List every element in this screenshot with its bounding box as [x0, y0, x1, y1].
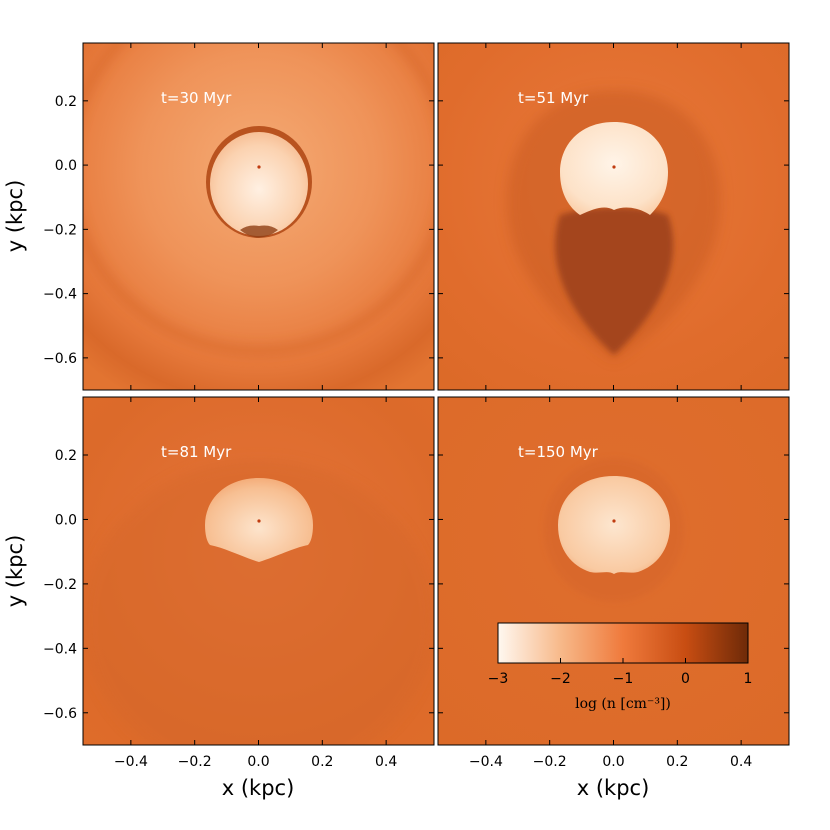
y-tick-label-0-1: 0.0 — [55, 158, 77, 174]
colorbar-tick-label-0: −3 — [488, 671, 509, 687]
y-tick-label-2-3: −0.4 — [43, 641, 77, 657]
x-tick-label-3-0: −0.4 — [469, 754, 503, 770]
panel-t150-label: t=150 Myr — [518, 443, 599, 461]
colorbar-tick-label-1: −2 — [550, 671, 571, 687]
x-tick-label-2-2: 0.0 — [247, 754, 269, 770]
panel-t51-source — [612, 165, 616, 169]
panel-t30-tail — [240, 225, 278, 238]
panel-t81-wake — [84, 460, 434, 745]
x-tick-label-2-1: −0.2 — [178, 754, 212, 770]
panel-t30 — [83, 43, 434, 390]
y-tick-label-2-0: 0.2 — [55, 448, 77, 464]
x-tick-label-2-4: 0.4 — [375, 754, 397, 770]
panel-t81 — [83, 397, 434, 745]
y-tick-label-0-4: −0.6 — [43, 351, 77, 367]
panel-t150-bubble — [558, 476, 670, 574]
y-tick-label-0-3: −0.4 — [43, 287, 77, 303]
colorbar-tick-label-4: 1 — [744, 671, 753, 687]
colorbar: −3 −2 −1 0 1 log (n [cm⁻³]) — [488, 622, 753, 712]
x-tick-label-2-0: −0.4 — [114, 754, 148, 770]
panel-t150 — [438, 397, 789, 745]
x-tick-label-3-1: −0.2 — [533, 754, 567, 770]
panel-t150-source — [612, 519, 616, 523]
y-tick-label-0-2: −0.2 — [43, 222, 77, 238]
y-tick-label-2-2: −0.2 — [43, 577, 77, 593]
panel-t30-bubble — [210, 132, 308, 236]
x-tick-label-3-4: 0.4 — [730, 754, 752, 770]
x-tick-label-2-3: 0.2 — [311, 754, 333, 770]
panel-t81-label: t=81 Myr — [161, 443, 232, 461]
panel-t51 — [438, 43, 789, 390]
y-tick-label-0-0: 0.2 — [55, 94, 77, 110]
y-axis-label-top: y (kpc) — [3, 180, 27, 253]
colorbar-tick-label-2: −1 — [613, 671, 634, 687]
y-axis-label-bottom: y (kpc) — [3, 535, 27, 608]
colorbar-label: log (n [cm⁻³]) — [575, 696, 671, 712]
x-axis-label-right: x (kpc) — [577, 776, 650, 800]
y-tick-label-2-1: 0.0 — [55, 512, 77, 528]
axis-ticks: 0.2 0.0 −0.2 −0.4 −0.6 −0.4 −0.2 0.0 0.2 0.4 0.2 0.… — [43, 43, 789, 770]
colorbar-tick-label-3: 0 — [681, 671, 690, 687]
panel-t30-source — [257, 165, 261, 169]
panel-t81-source — [257, 519, 261, 523]
colorbar-ticks: −3 −2 −1 0 1 — [488, 658, 753, 687]
panel-t30-label: t=30 Myr — [161, 89, 232, 107]
colorbar-gradient — [497, 622, 749, 664]
panel-t51-label: t=51 Myr — [518, 89, 589, 107]
x-tick-label-3-2: 0.0 — [602, 754, 624, 770]
panel-t30-outer-shell — [83, 43, 434, 356]
panel-t51-wake — [555, 207, 674, 355]
x-axis-label-left: x (kpc) — [222, 776, 295, 800]
y-tick-label-2-4: −0.6 — [43, 706, 77, 722]
x-tick-label-3-3: 0.2 — [666, 754, 688, 770]
